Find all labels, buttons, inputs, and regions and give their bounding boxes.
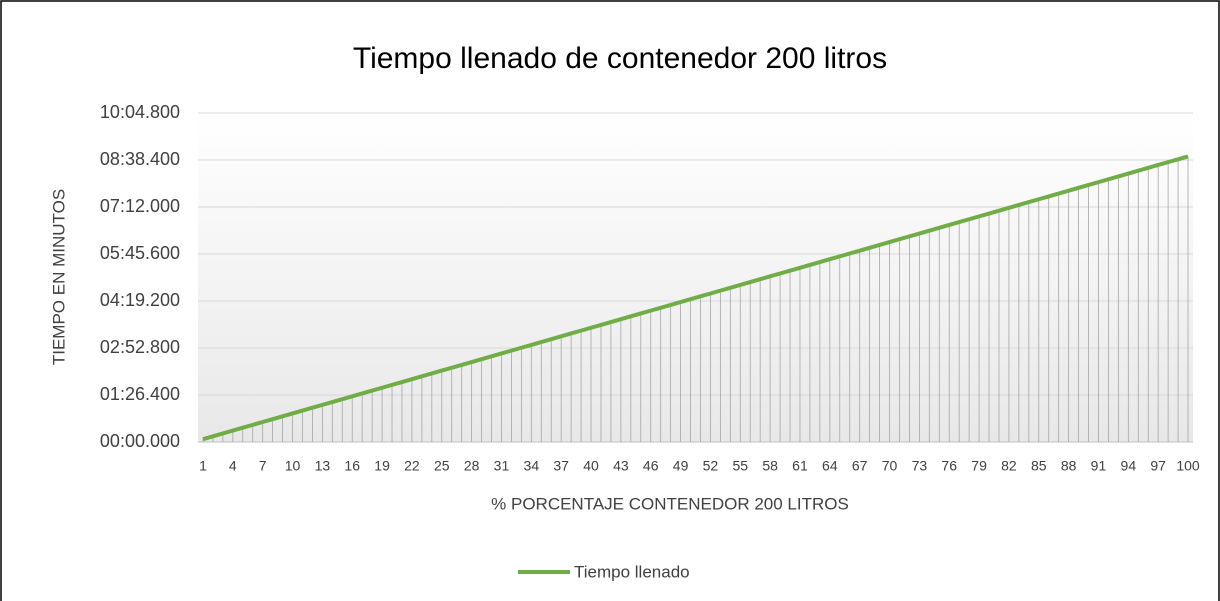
x-tick-label: 34: [524, 458, 540, 474]
x-tick-label: 31: [494, 458, 510, 474]
plot-area: [198, 113, 1193, 442]
legend-label: Tiempo llenado: [574, 562, 690, 581]
x-tick-label: 64: [822, 458, 838, 474]
chart-title: Tiempo llenado de contenedor 200 litros: [353, 42, 887, 75]
x-tick-label: 76: [941, 458, 957, 474]
line-series: [202, 154, 1189, 442]
x-tick-label: 88: [1061, 458, 1077, 474]
x-tick-label: 55: [732, 458, 748, 474]
x-tick-label: 43: [613, 458, 629, 474]
x-tick-label: 79: [971, 458, 987, 474]
x-tick-label: 70: [882, 458, 898, 474]
y-tick-label: 10:04.800: [100, 102, 180, 122]
x-tick-label: 25: [434, 458, 450, 474]
x-tick-label: 1: [199, 458, 207, 474]
x-tick-label: 49: [673, 458, 689, 474]
x-tick-label: 37: [553, 458, 569, 474]
x-tick-label: 16: [344, 458, 360, 474]
x-tick-label: 85: [1031, 458, 1047, 474]
x-tick-label: 10: [285, 458, 301, 474]
y-tick-label: 08:38.400: [100, 149, 180, 169]
y-tick-label: 07:12.000: [100, 196, 180, 216]
y-tick-label: 04:19.200: [100, 290, 180, 310]
x-tick-label: 61: [792, 458, 808, 474]
x-tick-label: 4: [229, 458, 237, 474]
x-tick-label: 40: [583, 458, 599, 474]
x-tick-label: 13: [315, 458, 331, 474]
x-tick-label: 67: [852, 458, 868, 474]
x-tick-label: 94: [1121, 458, 1137, 474]
y-tick-label: 05:45.600: [100, 243, 180, 263]
x-tick-label: 28: [464, 458, 480, 474]
x-tick-label: 19: [374, 458, 390, 474]
x-tick-label: 97: [1150, 458, 1166, 474]
x-tick-label: 58: [762, 458, 778, 474]
y-tick-label: 02:52.800: [100, 337, 180, 357]
x-tick-label: 46: [643, 458, 659, 474]
x-tick-label: 91: [1091, 458, 1107, 474]
y-tick-label: 00:00.000: [100, 431, 180, 451]
x-tick-label: 100: [1176, 458, 1200, 474]
x-tick-label: 82: [1001, 458, 1017, 474]
x-tick-label: 22: [404, 458, 420, 474]
x-tick-label: 7: [259, 458, 267, 474]
x-tick-label: 73: [912, 458, 928, 474]
x-tick-label: 52: [703, 458, 719, 474]
y-axis-title: TIEMPO EN MINUTOS: [49, 189, 68, 365]
y-tick-label: 01:26.400: [100, 384, 180, 404]
x-axis-title: % PORCENTAJE CONTENEDOR 200 LITROS: [491, 494, 849, 513]
